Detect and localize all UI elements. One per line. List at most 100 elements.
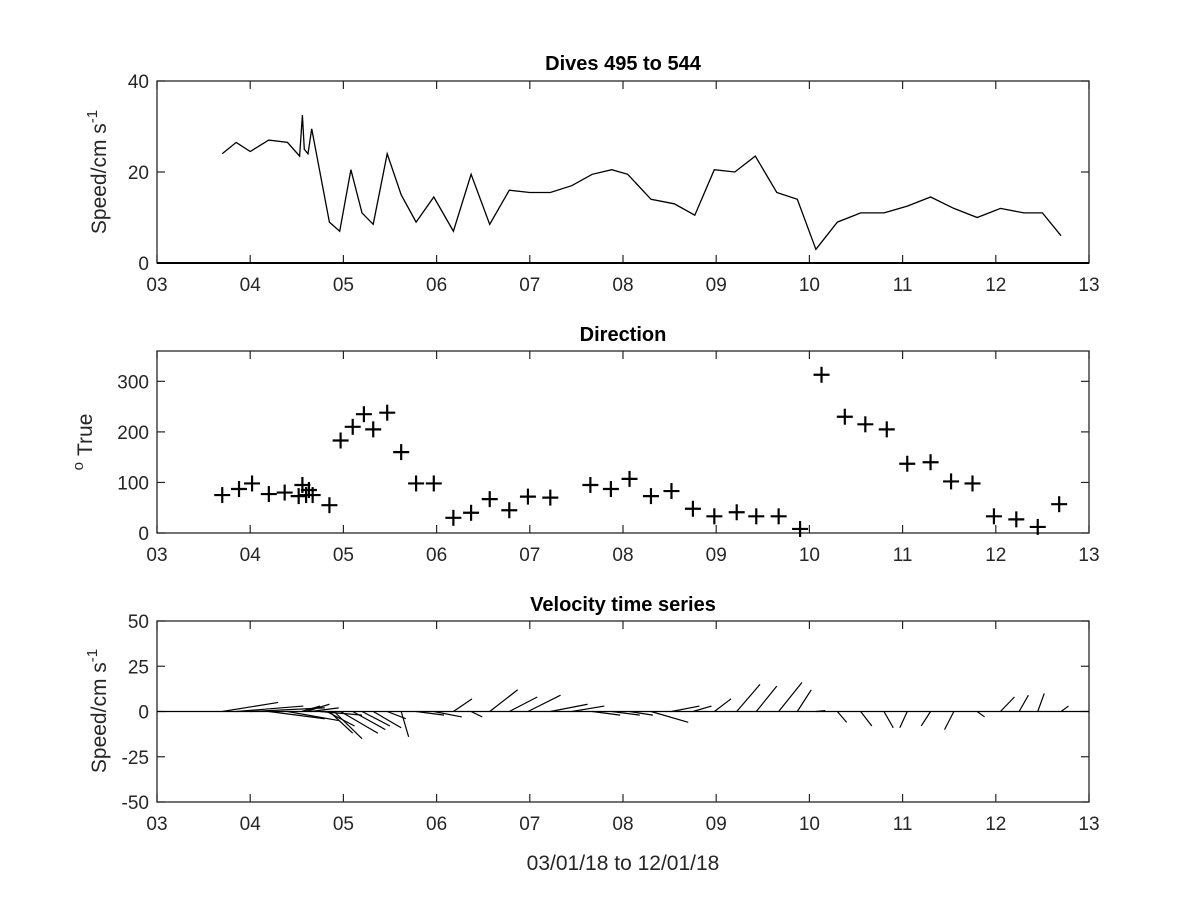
direction-point — [355, 406, 372, 423]
direction-point — [519, 488, 536, 505]
velocity-stick — [416, 710, 445, 716]
velocity-stick — [236, 705, 304, 713]
direction-point — [857, 416, 874, 433]
velocity-stick — [611, 710, 640, 716]
velocity-stick — [1060, 705, 1069, 712]
velocity-stick — [310, 707, 339, 713]
direction-point — [836, 408, 853, 425]
speed-ticks: 03 04 05 06 07 08 09 10 11 12 13 0 20 40 — [128, 72, 1100, 296]
velocity-stick — [976, 711, 985, 718]
velocity-stick — [222, 701, 279, 713]
speed-xtick-label: 04 — [240, 275, 262, 296]
speed-ylabel-superscript: -1 — [84, 110, 101, 123]
velocity-stick — [287, 710, 339, 722]
speed-xtick-label: 03 — [146, 275, 167, 296]
direction-point — [481, 491, 498, 508]
velocity-stick — [489, 689, 519, 712]
speed-xtick-label: 08 — [612, 275, 633, 296]
velocity-stick — [509, 696, 538, 713]
direction-point — [393, 444, 410, 461]
speed-ylabel-text: Speed/cm s — [88, 123, 111, 234]
velocity-stick — [815, 709, 826, 713]
direction-point — [770, 508, 787, 525]
direction-point — [985, 508, 1002, 525]
direction-point — [304, 487, 321, 504]
direction-point — [344, 418, 361, 435]
direction-point — [244, 475, 261, 492]
direction-point — [943, 473, 960, 490]
speed-xtick-label: 10 — [799, 275, 820, 296]
speed-xtick-label: 12 — [985, 275, 1006, 296]
direction-ylabel: o True — [70, 414, 97, 471]
speed-ytick-label: 40 — [128, 72, 149, 93]
velocity-stick — [671, 705, 700, 713]
velocity-xtick-label: 03 — [146, 814, 167, 835]
velocity-stick — [755, 685, 778, 712]
velocity-stick — [1000, 696, 1015, 712]
direction-xtick-label: 12 — [985, 545, 1006, 566]
figure-xlabel: 03/01/18 to 12/01/18 — [527, 852, 720, 875]
velocity-title: Velocity time series — [530, 594, 716, 616]
velocity-stick — [592, 710, 621, 716]
velocity-ticks: 03 04 05 06 07 08 09 10 11 12 13 50 25 0 -25 -50 — [122, 612, 1100, 835]
velocity-stick — [1018, 694, 1029, 712]
velocity-stick — [796, 689, 812, 712]
velocity-xtick-label: 06 — [426, 814, 447, 835]
velocity-stick — [1037, 693, 1045, 712]
speed-plot — [157, 115, 1089, 264]
velocity-stick — [883, 711, 894, 729]
velocity-stick — [944, 711, 955, 730]
velocity-xtick-label: 13 — [1078, 814, 1099, 835]
velocity-ylabel-text: Speed/cm s — [88, 662, 111, 773]
direction-point — [501, 502, 518, 519]
velocity-xtick-label: 08 — [612, 814, 633, 835]
direction-xtick-label: 09 — [706, 545, 727, 566]
velocity-stick — [340, 710, 379, 734]
direction-point — [231, 481, 248, 498]
speed-xtick-label: 11 — [893, 275, 913, 296]
direction-point — [922, 454, 939, 471]
velocity-stick — [860, 711, 873, 727]
velocity-stick — [361, 710, 391, 727]
velocity-ytick-label: 0 — [138, 703, 149, 724]
direction-ylabel-text: True — [74, 414, 97, 456]
velocity-ytick-label: -25 — [122, 748, 149, 769]
direction-point — [663, 483, 680, 500]
direction-point — [425, 475, 442, 492]
direction-ylabel-superscript: o — [70, 462, 87, 470]
direction-point — [321, 497, 338, 514]
direction-xtick-label: 07 — [519, 545, 540, 566]
direction-point — [621, 470, 638, 487]
direction-ticks: 03 04 05 06 07 08 09 10 11 12 13 0 100 200 300 — [117, 351, 1100, 566]
panel-speed: Dives 495 to 544 03 04 05 06 07 08 09 10 11 12 130… — [84, 53, 1100, 296]
direction-ytick-label: 100 — [117, 473, 149, 494]
velocity-xtick-label: 12 — [985, 814, 1006, 835]
direction-xtick-label: 11 — [893, 545, 913, 566]
velocity-stick — [736, 683, 761, 712]
direction-point — [706, 508, 723, 525]
velocity-xtick-label: 11 — [893, 814, 913, 835]
panel-velocity: Velocity time series 03 04 05 06 07 08 09 10 11 1… — [84, 594, 1100, 835]
direction-point — [964, 475, 981, 492]
direction-xtick-label: 08 — [612, 545, 633, 566]
velocity-ytick-label: -50 — [122, 793, 149, 814]
direction-point — [792, 520, 809, 537]
velocity-stick — [778, 682, 803, 712]
velocity-stick — [571, 705, 605, 713]
velocity-stick — [550, 703, 588, 713]
direction-xtick-label: 05 — [333, 545, 354, 566]
velocity-stick — [899, 711, 908, 729]
direction-point — [445, 509, 462, 526]
direction-point — [642, 488, 659, 505]
speed-xtick-label: 07 — [519, 275, 540, 296]
speed-xtick-label: 09 — [706, 275, 727, 296]
velocity-stick — [329, 711, 354, 734]
velocity-stick — [920, 711, 932, 727]
direction-point — [684, 500, 701, 517]
velocity-stick — [333, 711, 363, 740]
direction-point — [878, 421, 895, 438]
velocity-stick — [400, 711, 410, 738]
speed-xtick-label: 05 — [333, 275, 354, 296]
direction-axes-frame — [156, 350, 1090, 534]
